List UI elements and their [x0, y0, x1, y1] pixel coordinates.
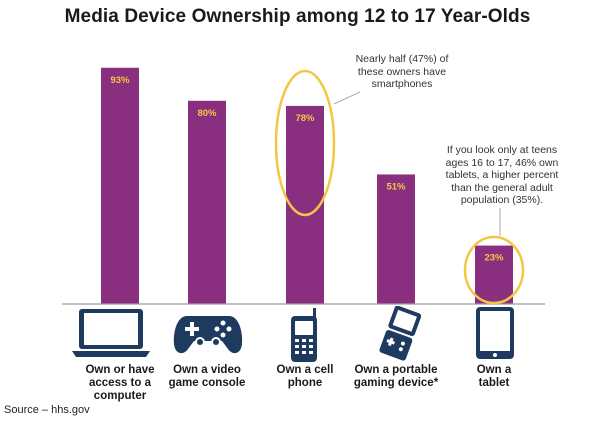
annotation-line: than the general adult — [451, 181, 553, 194]
bar — [475, 245, 513, 304]
category-label: Own a tablet — [439, 364, 549, 390]
annotation-line: tablets, a higher percent — [445, 169, 559, 181]
bar-value-label: 80% — [197, 108, 217, 119]
bar-value-label: 51% — [386, 181, 406, 192]
category-label-line: phone — [287, 377, 323, 389]
category-label-line: gaming device* — [353, 377, 439, 389]
annotation-line: If you look only at teens — [446, 144, 558, 156]
category-label-line: Own a — [476, 364, 512, 376]
category-label: Own a cell phone — [250, 364, 360, 390]
highlight-ellipse — [463, 235, 525, 305]
bar — [101, 67, 139, 304]
category-label: Own or have access to a computer — [65, 364, 175, 403]
annotation-line: Nearly half (47%) of — [355, 53, 449, 65]
bar-value-label: 23% — [484, 253, 504, 264]
callout-line — [333, 91, 361, 105]
category-label-line: tablet — [478, 377, 510, 389]
portable-gaming-device-icon — [379, 306, 421, 361]
tablet-icon — [476, 307, 514, 359]
source-note: Source – hhs.gov — [4, 404, 90, 416]
category-label: Own a portable gaming device* — [341, 364, 451, 390]
cell-phone-icon — [291, 308, 317, 362]
chart-title: Media Device Ownership among 12 to 17 Ye… — [64, 6, 531, 27]
bar-value-label: 93% — [110, 75, 130, 86]
bar — [188, 100, 226, 304]
category-label-line: Own a video — [173, 364, 241, 376]
annotation-tablet: If you look only at teens ages 16 to 17,… — [418, 144, 586, 207]
annotation-line: smartphones — [371, 78, 433, 90]
laptop-icon — [72, 309, 150, 357]
category-label-line: game console — [168, 377, 246, 389]
bar-value-label: 78% — [295, 113, 315, 124]
category-label-line: access to a — [88, 377, 151, 389]
highlight-ellipse — [274, 69, 336, 217]
category-label-line: Own a cell — [276, 364, 334, 376]
bar — [377, 174, 415, 304]
annotation-line: population (35%). — [460, 194, 544, 206]
category-label-line: computer — [93, 390, 147, 402]
gamepad-icon — [173, 316, 243, 354]
bar — [286, 105, 324, 304]
annotation-line: ages 16 to 17, 46% own — [445, 156, 559, 169]
category-label-line: Own or have — [85, 364, 155, 376]
annotation-cell-phone: Nearly half (47%) of these owners have s… — [332, 53, 472, 91]
category-label: Own a video game console — [152, 364, 262, 390]
annotation-line: these owners have — [357, 65, 447, 78]
category-label-line: Own a portable — [354, 364, 438, 376]
